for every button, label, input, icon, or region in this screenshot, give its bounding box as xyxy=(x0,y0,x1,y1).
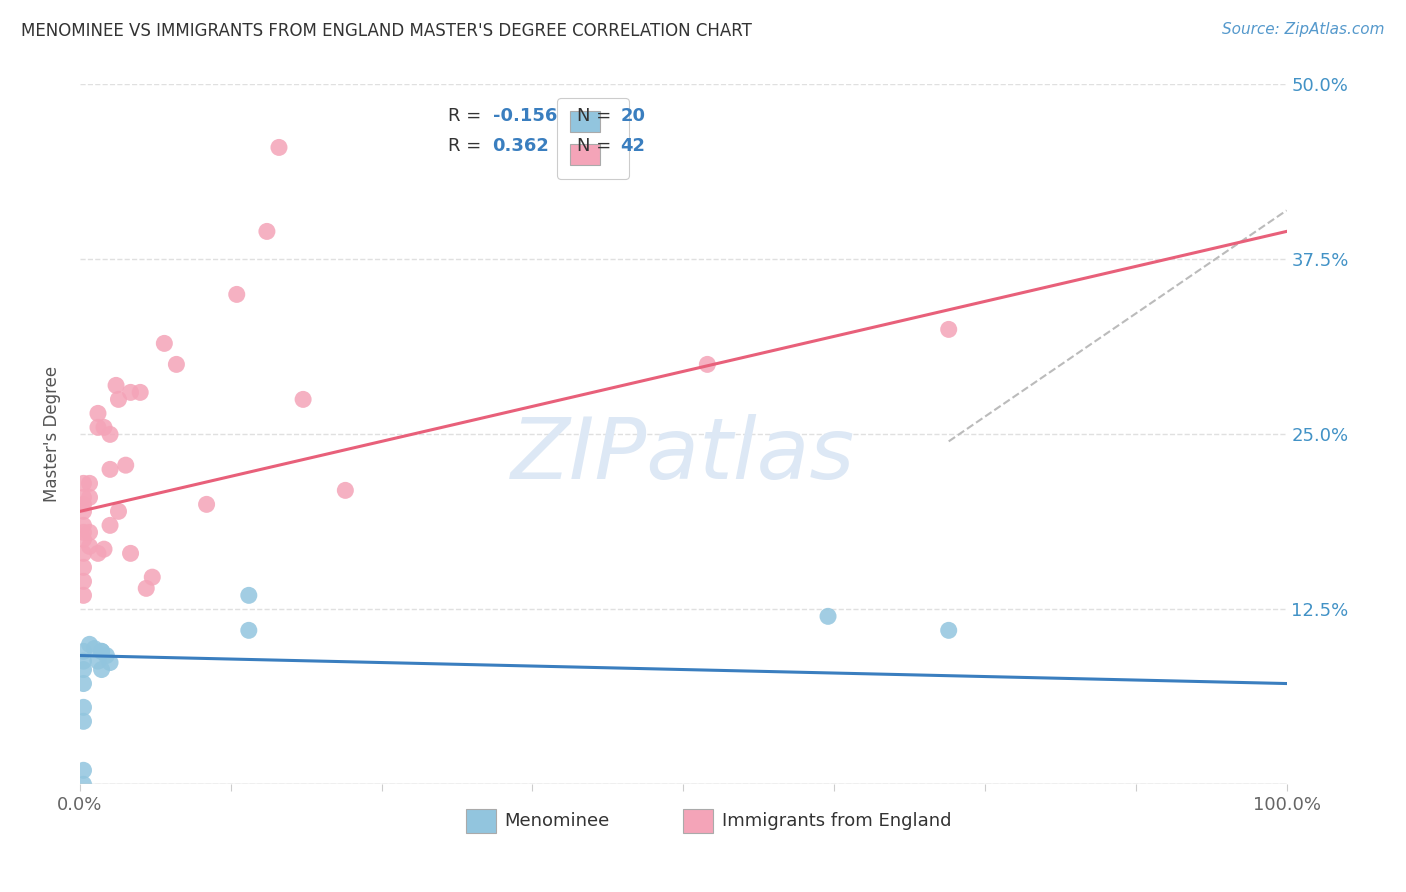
Point xyxy=(165,358,187,372)
Point xyxy=(238,624,260,638)
Point xyxy=(90,644,112,658)
Text: -0.156: -0.156 xyxy=(492,107,557,125)
Text: Immigrants from England: Immigrants from England xyxy=(721,812,952,830)
Point xyxy=(72,476,94,491)
Point xyxy=(72,714,94,729)
Point xyxy=(195,497,218,511)
Point xyxy=(79,637,101,651)
Point xyxy=(335,483,357,498)
Point xyxy=(98,656,121,670)
Point xyxy=(98,427,121,442)
Point xyxy=(72,518,94,533)
Y-axis label: Master's Degree: Master's Degree xyxy=(44,367,60,502)
Text: N =: N = xyxy=(576,107,617,125)
Point xyxy=(120,546,142,560)
Text: Source: ZipAtlas.com: Source: ZipAtlas.com xyxy=(1222,22,1385,37)
Point xyxy=(817,609,839,624)
Text: N =: N = xyxy=(576,137,617,155)
Point xyxy=(72,497,94,511)
Point xyxy=(83,641,105,656)
Point xyxy=(238,588,260,602)
Point xyxy=(72,654,94,668)
Point xyxy=(105,378,128,392)
Point xyxy=(87,406,110,420)
Point xyxy=(72,560,94,574)
Point xyxy=(72,644,94,658)
Point xyxy=(72,676,94,690)
Point xyxy=(107,392,129,407)
Text: 20: 20 xyxy=(620,107,645,125)
Point xyxy=(267,140,290,154)
Point xyxy=(120,385,142,400)
Text: ZIPatlas: ZIPatlas xyxy=(512,414,855,497)
Point xyxy=(87,420,110,434)
Point xyxy=(938,322,960,336)
Point xyxy=(93,420,115,434)
Point xyxy=(129,385,152,400)
Point xyxy=(79,491,101,505)
Point xyxy=(107,504,129,518)
Point xyxy=(90,644,112,658)
Text: R =: R = xyxy=(449,107,486,125)
Point xyxy=(98,518,121,533)
Text: Menominee: Menominee xyxy=(505,812,610,830)
Point xyxy=(72,588,94,602)
Point xyxy=(114,458,136,472)
Point xyxy=(79,476,101,491)
Point xyxy=(153,336,176,351)
Point xyxy=(696,358,718,372)
Point xyxy=(72,777,94,791)
FancyBboxPatch shape xyxy=(683,809,713,833)
Point xyxy=(79,525,101,540)
Point xyxy=(72,663,94,677)
Point xyxy=(141,570,163,584)
Point xyxy=(93,542,115,557)
Text: 42: 42 xyxy=(620,137,645,155)
Point xyxy=(938,624,960,638)
Point xyxy=(72,525,94,540)
Point xyxy=(98,462,121,476)
Point xyxy=(292,392,315,407)
Point xyxy=(90,663,112,677)
Point xyxy=(72,533,94,547)
Point xyxy=(256,224,278,238)
FancyBboxPatch shape xyxy=(465,809,496,833)
Point xyxy=(87,546,110,560)
Text: R =: R = xyxy=(449,137,492,155)
Text: MENOMINEE VS IMMIGRANTS FROM ENGLAND MASTER'S DEGREE CORRELATION CHART: MENOMINEE VS IMMIGRANTS FROM ENGLAND MAS… xyxy=(21,22,752,40)
Point xyxy=(72,700,94,714)
Point xyxy=(79,540,101,554)
Text: 0.362: 0.362 xyxy=(492,137,550,155)
Point xyxy=(72,546,94,560)
Point xyxy=(72,574,94,589)
Point xyxy=(72,504,94,518)
Point xyxy=(135,582,157,596)
Point xyxy=(225,287,247,301)
Point xyxy=(87,654,110,668)
Point xyxy=(96,648,118,663)
Point xyxy=(72,764,94,778)
Legend: , : , xyxy=(557,97,628,179)
Point xyxy=(72,491,94,505)
